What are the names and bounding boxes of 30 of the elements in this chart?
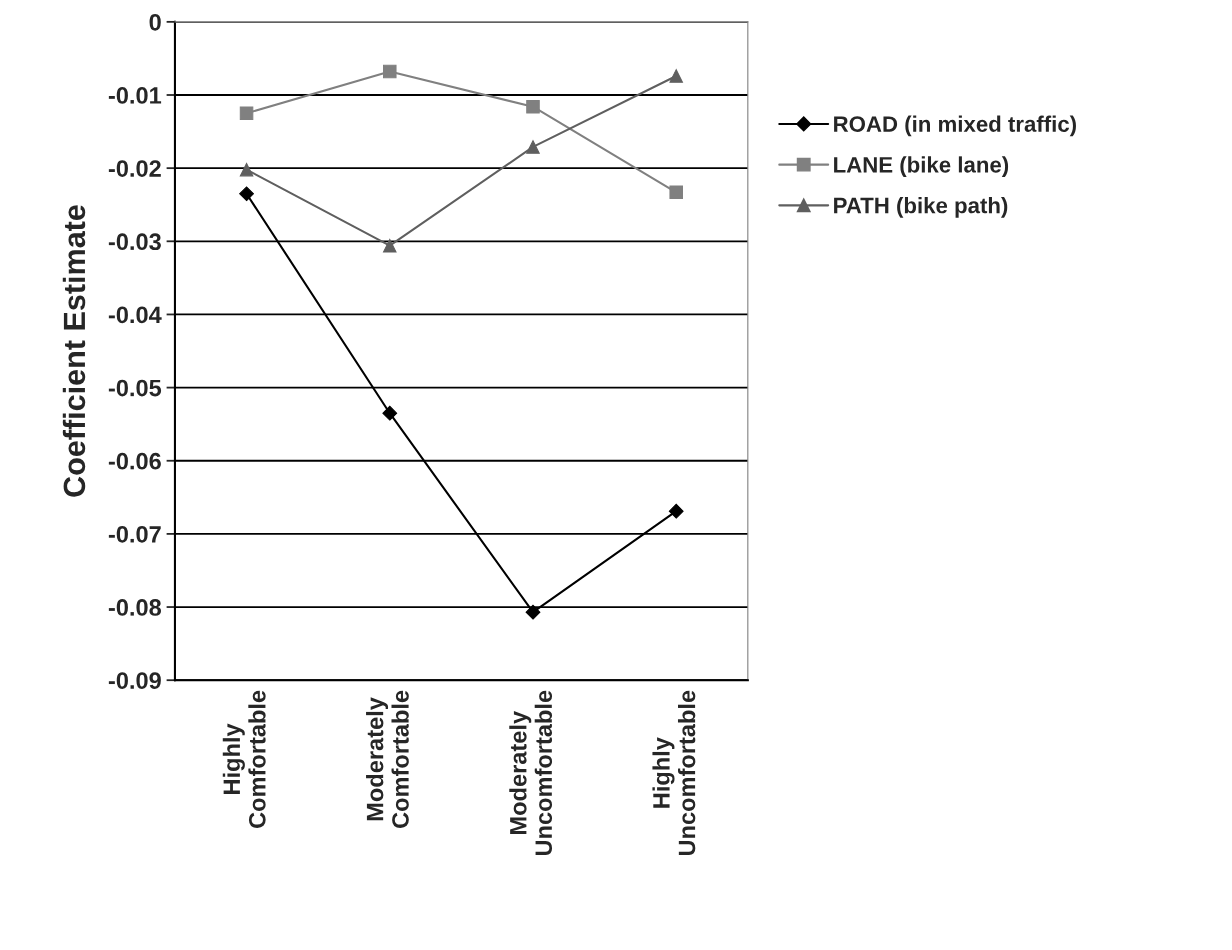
point	[383, 238, 397, 253]
y-tick-label: -0.03	[108, 233, 161, 251]
point	[668, 503, 684, 519]
point	[669, 69, 683, 83]
point	[669, 185, 683, 200]
x-tick-label: Highly Uncomfortable	[652, 690, 696, 856]
point	[526, 140, 540, 154]
y-tick-label: -0.04	[108, 306, 162, 324]
point	[239, 106, 254, 121]
y-tick-label: -0.01	[108, 87, 162, 104]
x-tick-label: Moderately Comfortable	[366, 690, 409, 828]
legend-label: PATH (bike path)	[834, 197, 1008, 218]
point	[239, 186, 254, 202]
y-axis-title: Coefficient Estimate	[62, 205, 86, 497]
legend-label: ROAD (in mixed traffic)	[834, 115, 1076, 137]
x-tick-label: Moderately Uncomfortable	[509, 690, 553, 856]
point	[525, 604, 541, 620]
y-tick-label: -0.08	[108, 599, 162, 616]
y-tick-label: 0	[149, 13, 161, 31]
point	[382, 405, 398, 421]
point	[526, 99, 540, 114]
x-tick-label: Highly Comfortable	[222, 690, 266, 828]
point	[383, 64, 397, 79]
point	[239, 162, 254, 177]
y-tick-label: -0.09	[108, 672, 161, 689]
y-tick-label: -0.07	[108, 525, 161, 543]
legend-label: LANE (bike lane)	[834, 156, 1009, 178]
y-tick-label: -0.05	[108, 379, 162, 397]
y-tick-label: -0.06	[108, 452, 161, 470]
y-tick-label: -0.02	[108, 160, 161, 177]
